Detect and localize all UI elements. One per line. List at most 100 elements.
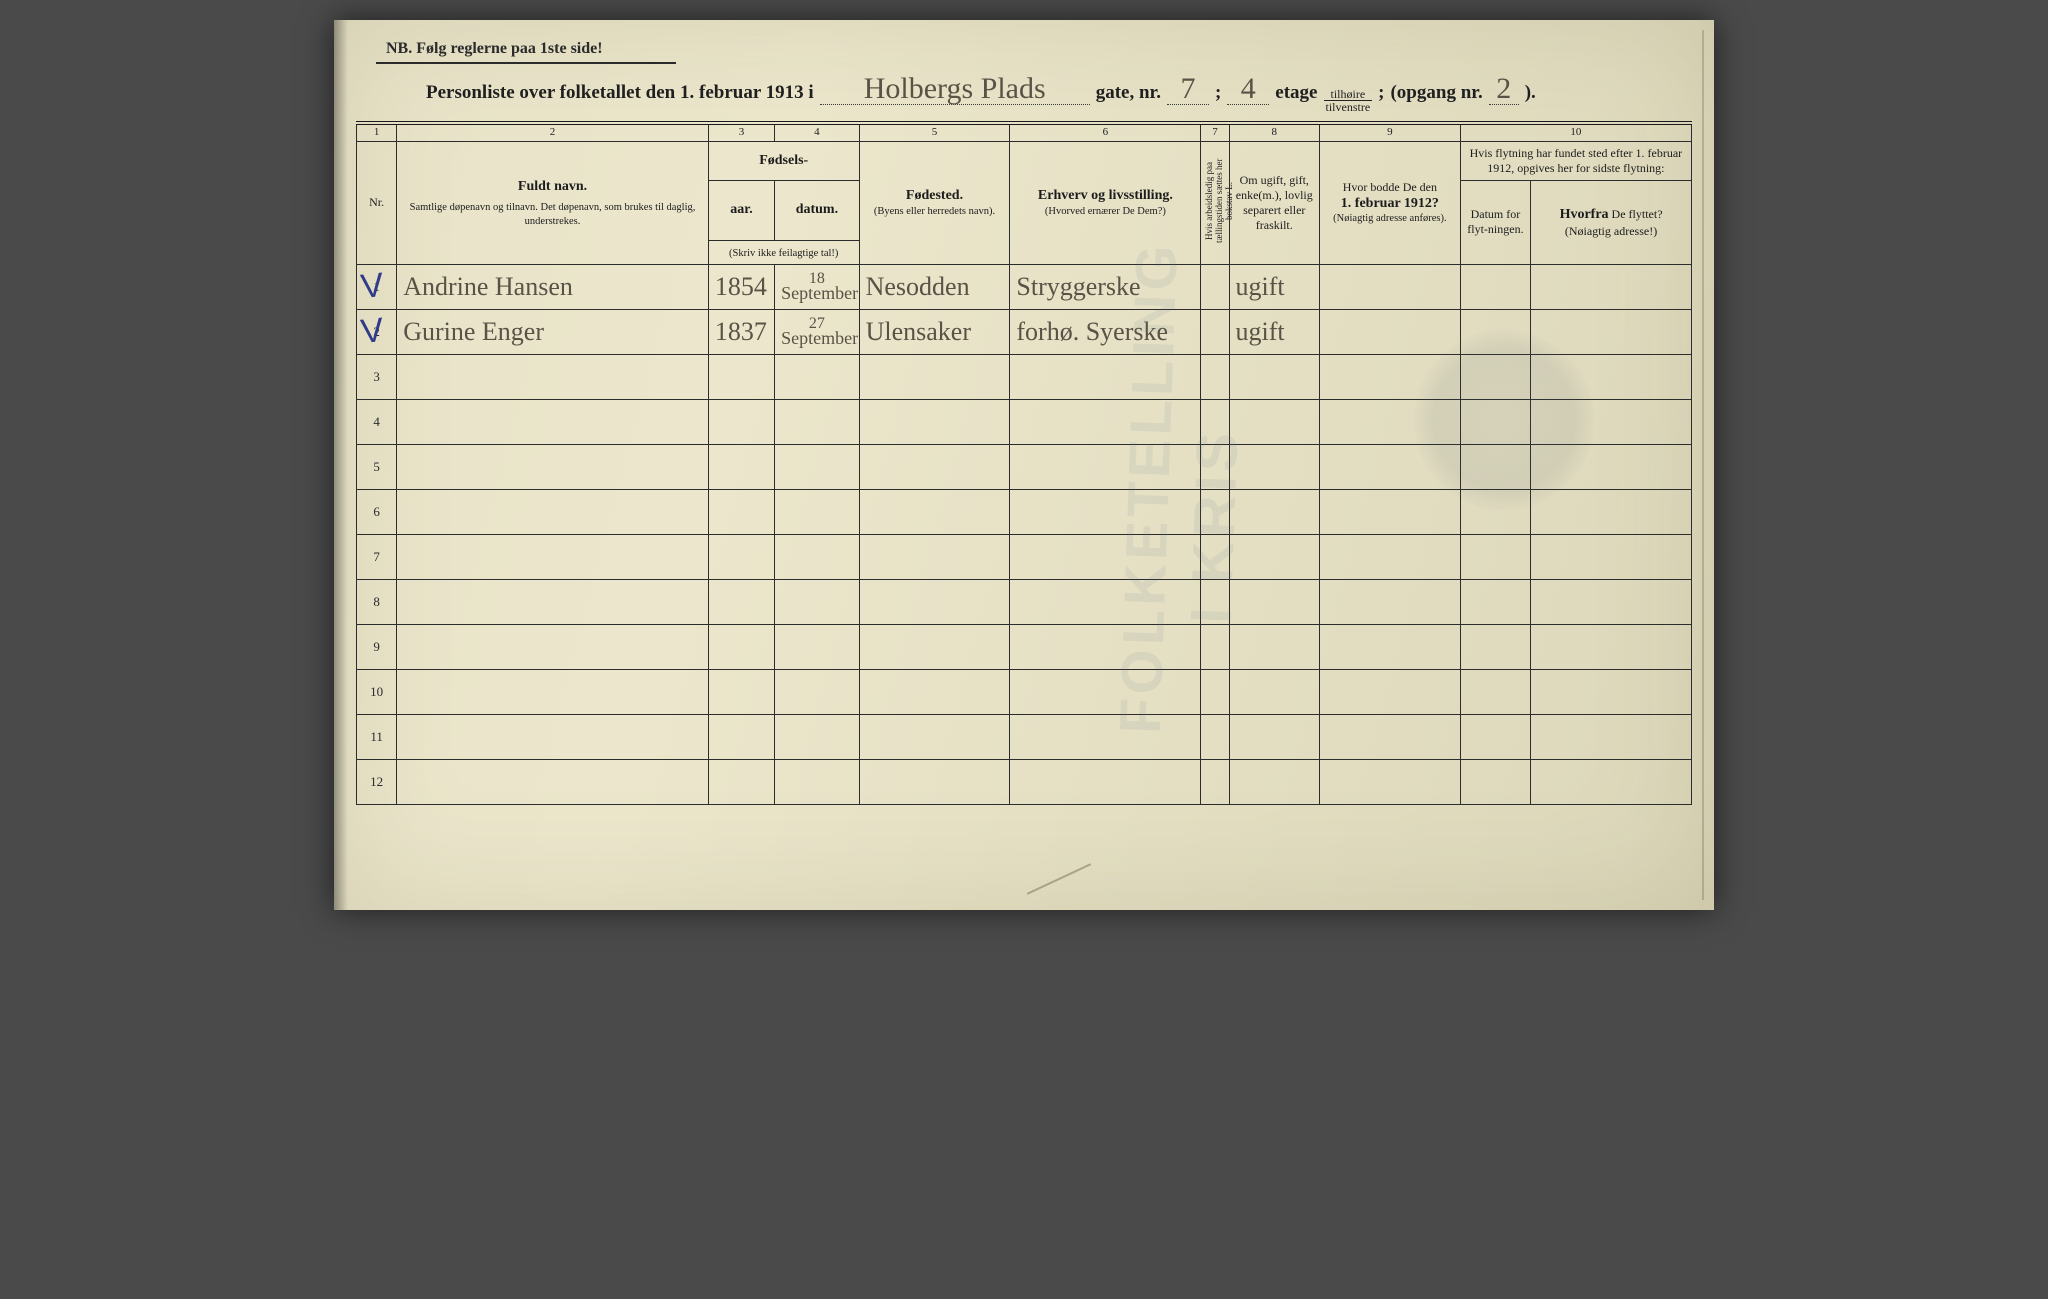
cell-empty [1531, 579, 1692, 624]
colnum-3: 3 [708, 123, 774, 141]
cell-place [859, 759, 1010, 804]
label-gate: gate, nr. [1096, 82, 1161, 104]
cell-occupation [1010, 489, 1201, 534]
cell-empty [1320, 759, 1461, 804]
cell-name [397, 354, 709, 399]
cell-year [708, 354, 774, 399]
cell-empty [1320, 354, 1461, 399]
cell-place [859, 579, 1010, 624]
cell-place [859, 714, 1010, 759]
cell-empty [1460, 534, 1530, 579]
table-row: 4 [357, 399, 1692, 444]
table-body: 1VAndrine Hansen185418SeptemberNesoddenS… [357, 264, 1692, 804]
cell-name [397, 444, 709, 489]
title-row: Personliste over folketallet den 1. febr… [426, 74, 1672, 113]
cell-date: 27September [775, 309, 859, 354]
cell-year-hw: 1837 [715, 319, 767, 345]
etage-blank: 4 [1227, 74, 1269, 105]
cell-status [1229, 624, 1319, 669]
cell-year [708, 534, 774, 579]
cell-date [775, 534, 859, 579]
hdr-nr: Nr. [357, 141, 397, 264]
cell-empty [1531, 399, 1692, 444]
cell-empty [1531, 264, 1692, 309]
gate-nr-blank: 7 [1167, 74, 1209, 105]
street-blank: Holbergs Plads [820, 74, 1090, 105]
cell-empty [1460, 264, 1530, 309]
opgang-hw: 2 [1496, 74, 1511, 104]
cell-col7 [1201, 624, 1229, 669]
cell-month-hw: September [781, 284, 858, 302]
cell-empty [1460, 714, 1530, 759]
cell-nr: 11 [357, 714, 397, 759]
cell-name: Gurine Enger [397, 309, 709, 354]
cell-col7 [1201, 444, 1229, 489]
cell-year-hw: 1854 [715, 274, 767, 300]
cell-empty [1460, 759, 1530, 804]
cell-nr: 3 [357, 354, 397, 399]
cell-date [775, 444, 859, 489]
pencil-mark [1027, 863, 1091, 894]
hdr-col10b: Hvorfra De flyttet? (Nøiagtig adresse!) [1531, 180, 1692, 264]
cell-occupation [1010, 399, 1201, 444]
cell-empty [1531, 624, 1692, 669]
cell-empty [1460, 309, 1530, 354]
cell-empty [1320, 624, 1461, 669]
cell-empty [1320, 489, 1461, 534]
cell-name [397, 624, 709, 669]
cell-status [1229, 399, 1319, 444]
cell-nr: 8 [357, 579, 397, 624]
cell-year: 1854 [708, 264, 774, 309]
hdr-place-strong: Fødested. [864, 187, 1006, 205]
sep: ; [1215, 82, 1221, 104]
cell-status [1229, 759, 1319, 804]
cell-empty [1320, 264, 1461, 309]
cell-year [708, 624, 774, 669]
cell-date [775, 714, 859, 759]
hdr-col9a: Hvor bodde De den [1324, 180, 1456, 195]
cell-status: ugift [1229, 264, 1319, 309]
cell-col7 [1201, 489, 1229, 534]
cell-place [859, 354, 1010, 399]
hdr-col10b-strong: Hvorfra [1560, 207, 1609, 222]
table-row: 1VAndrine Hansen185418SeptemberNesoddenS… [357, 264, 1692, 309]
hdr-col10a: Datum for flyt-ningen. [1460, 180, 1530, 264]
cell-empty [1531, 714, 1692, 759]
cell-status [1229, 489, 1319, 534]
cell-empty [1460, 489, 1530, 534]
cell-place [859, 669, 1010, 714]
cell-empty [1320, 579, 1461, 624]
cell-name: Andrine Hansen [397, 264, 709, 309]
cell-year [708, 489, 774, 534]
cell-occupation [1010, 669, 1201, 714]
cell-year [708, 444, 774, 489]
cell-place [859, 399, 1010, 444]
hdr-year: aar. [708, 180, 774, 240]
cell-place: Nesodden [859, 264, 1010, 309]
cell-empty [1531, 669, 1692, 714]
cell-col7 [1201, 354, 1229, 399]
cell-status [1229, 444, 1319, 489]
cell-occupation-hw: Stryggerske [1016, 274, 1140, 300]
checkmark-icon: V [359, 311, 386, 352]
cell-occupation [1010, 579, 1201, 624]
cell-occupation-hw: forhø. Syerske [1016, 319, 1168, 345]
cell-nr: 6 [357, 489, 397, 534]
colnum-8: 8 [1229, 123, 1319, 141]
cell-name [397, 489, 709, 534]
hdr-col9b: 1. februar 1912? [1324, 195, 1456, 213]
cell-empty [1531, 309, 1692, 354]
cell-place-hw: Ulensaker [866, 319, 971, 345]
cell-place [859, 534, 1010, 579]
cell-col7 [1201, 264, 1229, 309]
cell-occupation [1010, 714, 1201, 759]
gate-nr-hw: 7 [1180, 74, 1195, 104]
cell-empty [1460, 444, 1530, 489]
cell-place [859, 489, 1010, 534]
nb-note: NB. Følg reglerne paa 1ste side! [386, 40, 1692, 58]
frac-bot: tilvenstre [1324, 101, 1373, 113]
opgang-blank: 2 [1489, 74, 1519, 105]
table-row: 9 [357, 624, 1692, 669]
cell-date [775, 354, 859, 399]
colnum-1: 1 [357, 123, 397, 141]
